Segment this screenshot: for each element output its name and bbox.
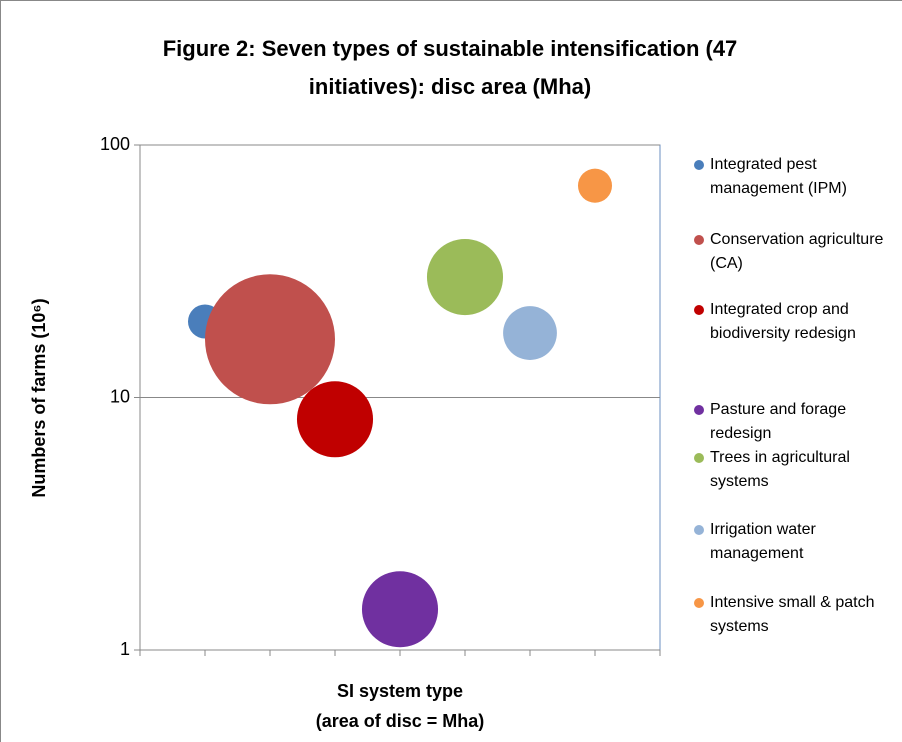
legend-item: Trees in agricultural systems [694,446,894,494]
legend-label: Irrigation water management [710,521,816,562]
bubble [205,274,335,405]
chart-title: Figure 2: Seven types of sustainable int… [162,36,738,99]
bubble [296,381,374,458]
bubble [503,306,557,360]
y-tick-label: 1 [120,639,130,659]
legend-item: Integrated pest management (IPM) [694,153,894,201]
y-tick-label: 10 [110,386,130,406]
legend-swatch [694,405,704,415]
bubble [361,571,439,648]
bubble [577,168,613,203]
legend-swatch [694,525,704,535]
legend-swatch [694,160,704,170]
y-tick-label: 100 [100,134,130,154]
legend-label: Trees in agricultural systems [710,449,850,490]
legend-swatch [694,305,704,315]
x-label: SI system type [337,681,463,701]
legend-item: Pasture and forage redesign [694,398,894,446]
y-label: Numbers of farms (10⁶) [29,298,49,497]
legend-label: Integrated pest management (IPM) [710,156,847,197]
legend-label: Integrated crop and biodiversity redesig… [710,301,856,342]
legend-label: Conservation agriculture (CA) [710,231,884,272]
legend-label: Pasture and forage redesign [710,401,847,442]
legend-item: Irrigation water management [694,518,894,566]
x-label: (area of disc = Mha) [316,711,485,731]
legend-swatch [694,598,704,608]
legend-swatch [694,235,704,245]
legend-item: Conservation agriculture (CA) [694,228,894,276]
bubble [426,238,504,316]
legend-item: Intensive small & patch systems [694,591,894,639]
legend-label: Intensive small & patch systems [710,594,875,635]
legend-item: Integrated crop and biodiversity redesig… [694,298,894,346]
legend-swatch [694,453,704,463]
